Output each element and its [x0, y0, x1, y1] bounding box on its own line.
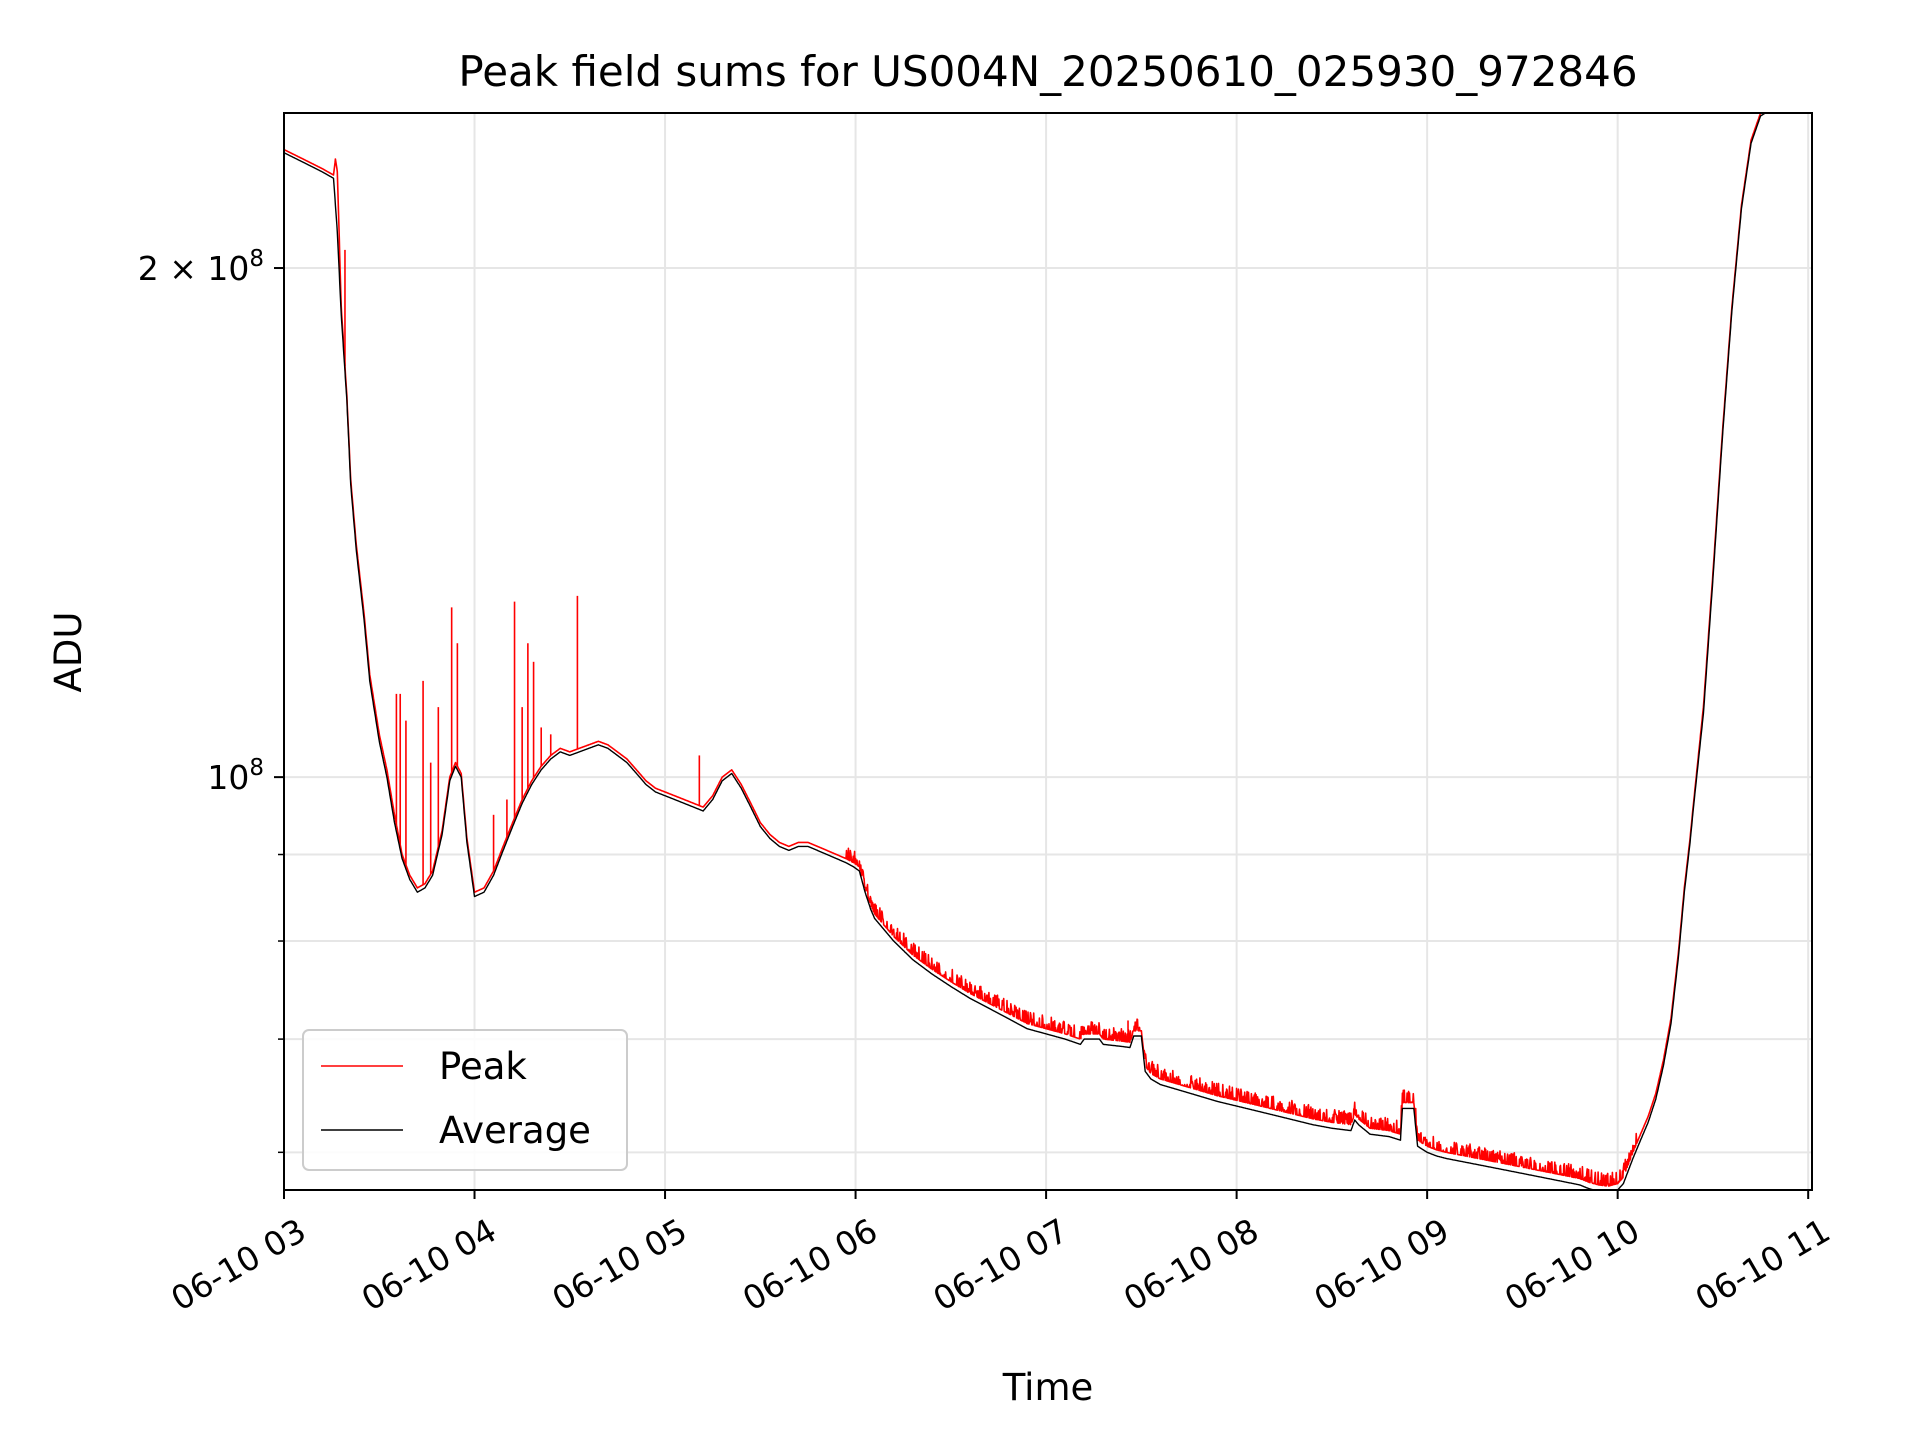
y-tick-label: 108	[207, 755, 264, 797]
x-axis-label: Time	[1002, 1366, 1094, 1409]
legend-box	[302, 1029, 628, 1171]
series-line-average	[284, 113, 1767, 1190]
plot-frame	[283, 112, 1813, 1191]
chart-title: Peak field sums for US004N_20250610_0259…	[458, 47, 1637, 96]
series-layer	[284, 113, 1767, 1190]
y-tick-label: 2 × 108	[138, 246, 264, 288]
legend-label-peak: Peak	[439, 1045, 527, 1088]
y-axis-label: ADU	[47, 612, 90, 693]
plot-area	[284, 113, 1812, 1190]
legend: Peak Average	[302, 1029, 628, 1171]
legend-label-average: Average	[439, 1109, 591, 1152]
